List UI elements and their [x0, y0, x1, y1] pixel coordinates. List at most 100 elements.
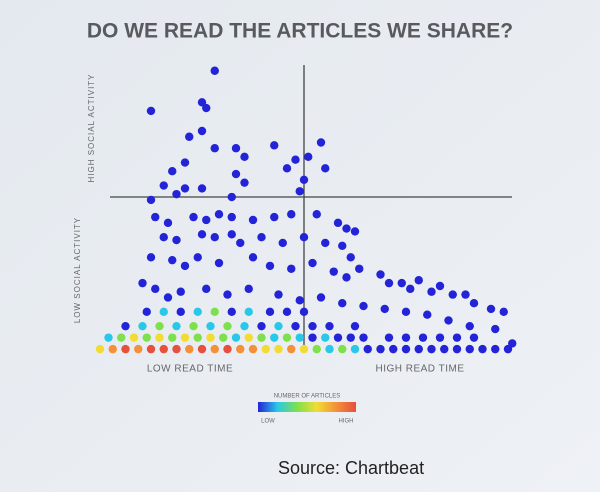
point [282, 333, 292, 342]
colorbar-title: NUMBER OF ARTICLES [274, 394, 341, 400]
point [295, 296, 304, 305]
point [240, 321, 249, 331]
point [401, 307, 411, 317]
point [214, 210, 224, 219]
point [227, 307, 236, 317]
point [168, 166, 177, 176]
point [244, 333, 253, 342]
point [223, 290, 232, 299]
point [172, 235, 181, 245]
point [491, 344, 500, 354]
point [278, 238, 287, 248]
point [342, 273, 351, 282]
point [270, 141, 279, 150]
point [465, 321, 474, 331]
point [469, 299, 479, 308]
point [121, 344, 130, 354]
point [163, 293, 173, 302]
point [427, 344, 436, 354]
point [172, 344, 181, 354]
point [257, 333, 266, 342]
point [206, 333, 215, 342]
point [308, 258, 317, 268]
point [223, 344, 232, 354]
point [257, 321, 266, 331]
point [376, 270, 385, 279]
point [240, 178, 249, 187]
colorbar [258, 402, 356, 412]
point [499, 307, 508, 317]
point [151, 284, 160, 294]
point [478, 344, 487, 354]
point [384, 333, 394, 342]
point [465, 344, 474, 354]
point [469, 333, 479, 342]
point [202, 284, 211, 294]
point [418, 333, 428, 342]
point [265, 261, 275, 271]
point [325, 344, 334, 354]
point [146, 253, 156, 262]
point [452, 333, 462, 342]
point [257, 233, 266, 242]
point [265, 307, 275, 317]
point [185, 132, 194, 141]
point [333, 218, 343, 228]
chart-title: DO WE READ THE ARTICLES WE SHARE? [87, 20, 513, 43]
point [461, 290, 470, 299]
point [291, 321, 300, 331]
point [321, 238, 330, 248]
point [176, 307, 185, 317]
point [240, 152, 249, 162]
point [202, 215, 211, 225]
point [312, 344, 321, 354]
point [176, 287, 185, 296]
point [168, 333, 177, 342]
point [444, 316, 453, 325]
point [159, 233, 168, 242]
point [338, 344, 347, 354]
point [197, 98, 207, 107]
point [142, 307, 151, 317]
point [168, 255, 177, 265]
point [491, 324, 500, 334]
point [503, 344, 513, 354]
point [414, 344, 423, 354]
point [172, 189, 181, 199]
point [244, 284, 253, 294]
point [350, 227, 360, 236]
point [227, 212, 236, 222]
point [406, 284, 415, 294]
point [329, 267, 338, 276]
point [299, 175, 309, 184]
point [333, 333, 343, 342]
point [146, 344, 156, 354]
point [185, 344, 194, 354]
point [397, 278, 406, 288]
point [338, 299, 347, 308]
point [359, 301, 368, 311]
point [376, 344, 385, 354]
point [299, 233, 309, 242]
point [121, 321, 130, 331]
point [210, 233, 219, 242]
x-label-high: HIGH READ TIME [375, 364, 464, 375]
point [193, 253, 202, 262]
point [350, 344, 360, 354]
point [155, 321, 164, 331]
point [316, 138, 326, 147]
point [236, 344, 245, 354]
point [427, 287, 436, 296]
point [180, 333, 190, 342]
point [508, 339, 517, 348]
point [295, 187, 304, 196]
point [282, 164, 292, 173]
point [312, 210, 321, 219]
point [236, 238, 245, 248]
point [308, 321, 317, 331]
point [282, 307, 292, 317]
point [214, 258, 224, 268]
point [359, 333, 368, 342]
point [346, 253, 355, 262]
